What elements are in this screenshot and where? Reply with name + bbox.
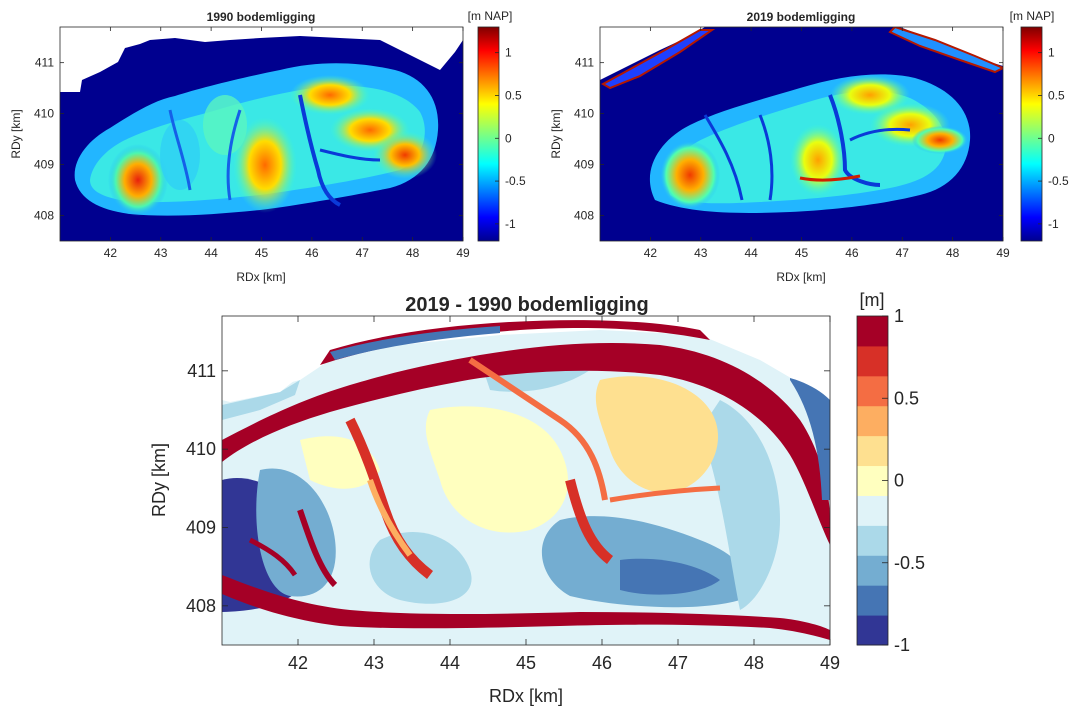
- colorbar-difference-label: [m]: [860, 290, 885, 310]
- colorbar-tick-label: -1: [894, 635, 910, 655]
- map-difference-x-ticks: 42 43 44 45 46 47 48 49: [288, 316, 840, 673]
- x-tick-label: 46: [845, 246, 859, 260]
- colorbar-tick-label: -0.5: [505, 174, 526, 188]
- map-difference-title: 2019 - 1990 bodemligging: [405, 294, 648, 316]
- y-tick-label: 411: [35, 56, 54, 70]
- colorbar-tick-label: 0.5: [505, 88, 522, 102]
- colorbar-difference-ticks: -1 -0.5 0 0.5 1: [882, 306, 925, 655]
- colorbar-tick-label: 0: [894, 471, 904, 491]
- colorbar-level: [857, 585, 888, 616]
- x-tick-label: 43: [694, 246, 708, 260]
- x-tick-label: 42: [104, 246, 118, 260]
- map-1990: 1990 bodemligging 42 43 44 45 46 47 48 49 40840…: [9, 9, 526, 284]
- x-tick-label: 44: [744, 246, 758, 260]
- map-2019-xlabel: RDx [km]: [776, 270, 825, 284]
- colorbar-tick-label: -1: [1048, 217, 1059, 231]
- colorbar-tick-label: 0: [505, 131, 512, 145]
- colorbar-tick-label: -0.5: [894, 553, 925, 573]
- map-2019-y-ticks: 408 409 410 411: [574, 56, 1003, 223]
- x-tick-label: 49: [820, 653, 840, 673]
- map-2019-title: 2019 bodemligging: [747, 10, 856, 24]
- colorbar-tick-label: -0.5: [1048, 174, 1069, 188]
- x-tick-label: 46: [305, 246, 319, 260]
- x-tick-label: 48: [744, 653, 764, 673]
- colorbar-tick-label: 1: [894, 306, 904, 326]
- colorbar-tick-label: 0.5: [894, 388, 919, 408]
- y-tick-label: 411: [187, 361, 216, 381]
- y-tick-label: 408: [574, 209, 594, 223]
- colorbar-difference: -1 -0.5 0 0.5 1 [m]: [856, 290, 925, 655]
- map-difference-field: [222, 316, 830, 645]
- y-tick-label: 411: [575, 56, 594, 70]
- colorbar-tick-label: 1: [505, 46, 512, 60]
- colorbar-tick-label: 0.5: [1048, 88, 1065, 102]
- map-difference: 2019 - 1990 bodemligging: [149, 290, 925, 706]
- x-tick-label: 43: [154, 246, 168, 260]
- x-tick-label: 47: [896, 246, 910, 260]
- colorbar-1990-label: [m NAP]: [468, 9, 513, 23]
- y-tick-label: 409: [186, 518, 216, 538]
- x-tick-label: 44: [440, 653, 460, 673]
- map-2019-ylabel: RDy [km]: [549, 109, 563, 158]
- colorbar-difference-levels: [857, 316, 888, 646]
- map-1990-x-ticks: 42 43 44 45 46 47 48 49: [104, 27, 470, 260]
- y-tick-label: 409: [34, 158, 54, 172]
- map-difference-y-ticks: 408 409 410 411: [186, 361, 830, 616]
- map-1990-field: [60, 27, 463, 241]
- x-tick-label: 45: [255, 246, 269, 260]
- colorbar-level: [857, 495, 888, 526]
- colorbar-level: [857, 555, 888, 586]
- x-tick-label: 49: [456, 246, 470, 260]
- colorbar-2019-ticks: -1 -0.5 0 0.5 1: [1038, 46, 1069, 231]
- x-tick-label: 47: [668, 653, 688, 673]
- colorbar-2019: -1 -0.5 0 0.5 1 [m NAP]: [1010, 9, 1069, 242]
- x-tick-label: 42: [288, 653, 308, 673]
- map-2019-x-ticks: 42 43 44 45 46 47 48 49: [644, 27, 1010, 260]
- y-tick-label: 410: [574, 107, 594, 121]
- map-1990-y-ticks: 408 409 410 411: [34, 56, 463, 223]
- map-1990-xlabel: RDx [km]: [236, 270, 285, 284]
- x-tick-label: 44: [204, 246, 218, 260]
- colorbar-level: [857, 375, 888, 407]
- colorbar-level: [857, 525, 888, 556]
- colorbar-1990-ticks: -1 -0.5 0 0.5 1: [495, 46, 526, 231]
- map-2019: 2019 bodemligging 42 43 44 45 46 47 48 49: [549, 9, 1069, 284]
- colorbar-tick-label: 1: [1048, 46, 1055, 60]
- x-tick-label: 49: [996, 246, 1010, 260]
- x-tick-label: 48: [406, 246, 420, 260]
- y-tick-label: 409: [574, 158, 594, 172]
- map-2019-field: [600, 27, 1003, 241]
- colorbar-level: [857, 405, 888, 437]
- colorbar-1990: -1 -0.5 0 0.5 1 [m NAP]: [468, 9, 526, 242]
- colorbar-level: [857, 345, 888, 377]
- colorbar-tick-label: 0: [1048, 131, 1055, 145]
- y-tick-label: 408: [186, 596, 216, 616]
- y-tick-label: 410: [34, 107, 54, 121]
- y-tick-label: 410: [186, 439, 216, 459]
- x-tick-label: 42: [644, 246, 658, 260]
- y-tick-label: 408: [34, 209, 54, 223]
- x-tick-label: 43: [364, 653, 384, 673]
- colorbar-level: [857, 615, 888, 646]
- colorbar-2019-label: [m NAP]: [1010, 9, 1055, 23]
- map-difference-xlabel: RDx [km]: [489, 686, 563, 706]
- colorbar-level: [857, 316, 888, 347]
- colorbar-tick-label: -1: [505, 217, 516, 231]
- x-tick-label: 46: [592, 653, 612, 673]
- colorbar-level: [857, 435, 888, 467]
- x-tick-label: 48: [946, 246, 960, 260]
- map-difference-ylabel: RDy [km]: [149, 443, 169, 517]
- x-tick-label: 45: [795, 246, 809, 260]
- map-1990-ylabel: RDy [km]: [9, 109, 23, 158]
- x-tick-label: 45: [516, 653, 536, 673]
- map-1990-title: 1990 bodemligging: [207, 10, 316, 24]
- x-tick-label: 47: [356, 246, 370, 260]
